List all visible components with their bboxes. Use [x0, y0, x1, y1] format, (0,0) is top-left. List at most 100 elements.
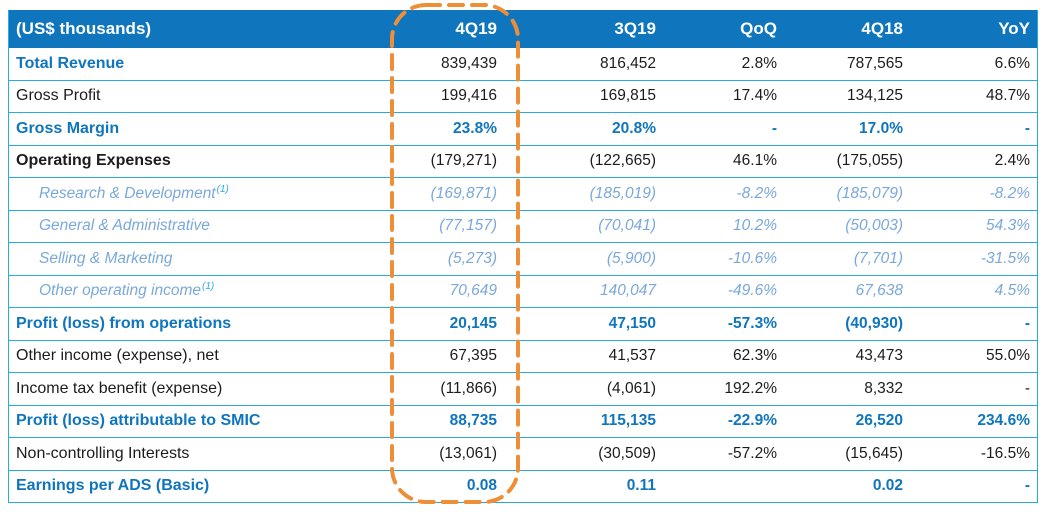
cell-4q18: 134,125 [846, 87, 903, 105]
table-row: Earnings per ADS (Basic) 0.08 0.11 0.02 - [9, 471, 1037, 503]
cell-qoq: 46.1% [733, 152, 777, 170]
cell-4q18: 67,638 [855, 282, 903, 300]
cell-3q19: 140,047 [599, 282, 656, 300]
row-label-text: Income tax benefit (expense) [16, 379, 223, 397]
cell-3q19: (185,019) [589, 184, 656, 202]
cell-4q19: (179,271) [430, 152, 497, 170]
cell-4q18: 8,332 [864, 379, 903, 397]
footnote-marker: (1) [216, 183, 229, 195]
header-col-4q19: 4Q19 [455, 19, 497, 38]
header-col-qoq: QoQ [740, 19, 777, 38]
row-label-text: Research & Development [39, 184, 216, 202]
cell-3q19: 169,815 [599, 87, 656, 105]
cell-4q19: (77,157) [439, 217, 497, 235]
row-label-text: Earnings per ADS (Basic) [16, 477, 210, 495]
cell-3q19: 816,452 [599, 54, 656, 72]
cell-yoy: - [1024, 314, 1030, 332]
header-col-yoy: YoY [998, 19, 1030, 38]
row-label-text: Total Revenue [16, 54, 125, 72]
row-label: Profit (loss) attributable to SMIC [9, 412, 385, 430]
table-row: Non-controlling Interests (13,061) (30,509… [9, 438, 1037, 471]
cell-4q18: (7,701) [853, 249, 903, 267]
cell-qoq: 17.4% [733, 87, 777, 105]
cell-3q19: 41,537 [608, 347, 656, 365]
row-label: Gross Margin [9, 120, 385, 138]
cell-qoq: 62.3% [733, 347, 777, 365]
cell-4q18: 43,473 [855, 347, 903, 365]
cell-4q19: 199,416 [440, 87, 497, 105]
cell-qoq: 192.2% [724, 379, 777, 397]
row-label-text: Selling & Marketing [39, 249, 173, 267]
row-label-text: Operating Expenses [16, 152, 171, 170]
cell-4q18: (175,055) [836, 152, 903, 170]
row-label-text: Profit (loss) from operations [16, 314, 232, 332]
cell-4q19: 67,395 [449, 347, 497, 365]
row-label-text: Other income (expense), net [16, 347, 219, 365]
row-label: Total Revenue [9, 55, 385, 73]
row-label-text: Other operating income [39, 282, 201, 300]
header-col-3q19: 3Q19 [614, 19, 656, 38]
cell-yoy: 4.5% [994, 282, 1030, 300]
header-col-4q18: 4Q18 [861, 19, 903, 38]
cell-yoy: 48.7% [986, 87, 1030, 105]
row-label: Other operating income(1) [9, 282, 385, 300]
cell-4q19: (11,866) [440, 379, 497, 397]
table-row: Income tax benefit (expense) (11,866) (4,0… [9, 373, 1037, 406]
table-row: Gross Profit 199,416 169,815 17.4% 134,125 48… [9, 81, 1037, 113]
cell-3q19: (70,041) [598, 217, 656, 235]
row-label: Non-controlling Interests [9, 445, 385, 463]
table-row: Other income (expense), net 67,395 41,537 6… [9, 341, 1037, 373]
cell-3q19: 47,150 [608, 314, 656, 332]
cell-qoq: -22.9% [727, 412, 777, 430]
cell-yoy: - [1024, 119, 1030, 137]
cell-4q19: (5,273) [447, 249, 497, 267]
cell-qoq: -57.3% [727, 314, 777, 332]
table-row: Research & Development(1) (169,871) (185,0… [9, 178, 1037, 211]
cell-3q19: 20.8% [612, 119, 656, 137]
footnote-marker: (1) [201, 281, 215, 293]
cell-4q19: 0.08 [466, 477, 497, 495]
table-row: Gross Margin 23.8% 20.8% - 17.0% - [9, 113, 1037, 146]
table-row: Profit (loss) attributable to SMIC 88,735… [9, 406, 1037, 438]
cell-yoy: -31.5% [980, 249, 1030, 267]
cell-4q19: 23.8% [453, 119, 497, 137]
cell-qoq: 10.2% [733, 217, 777, 235]
row-label: Earnings per ADS (Basic) [9, 477, 385, 495]
row-label: Income tax benefit (expense) [9, 380, 385, 398]
cell-3q19: 115,135 [600, 412, 656, 430]
table-header-row: (US$ thousands) 4Q19 3Q19 QoQ 4Q18 YoY [9, 10, 1037, 48]
row-label: Profit (loss) from operations [9, 315, 385, 333]
row-label: Other income (expense), net [9, 347, 385, 365]
income-statement-table: (US$ thousands) 4Q19 3Q19 QoQ 4Q18 YoY T… [8, 10, 1038, 503]
cell-yoy: 2.4% [994, 152, 1030, 170]
cell-4q18: 17.0% [859, 119, 903, 137]
cell-4q18: (40,930) [845, 314, 903, 332]
header-unit-label: (US$ thousands) [16, 19, 152, 38]
table-row: Operating Expenses (179,271) (122,665) 46.1… [9, 146, 1037, 178]
cell-3q19: (4,061) [606, 379, 656, 397]
row-label-text: Gross Margin [16, 119, 120, 137]
row-label: Operating Expenses [9, 152, 385, 170]
cell-4q19: (169,871) [430, 184, 497, 202]
table-row: Total Revenue 839,439 816,452 2.8% 787,565 6.… [9, 48, 1037, 81]
cell-4q19: 20,145 [449, 314, 497, 332]
cell-4q18: (185,079) [836, 184, 903, 202]
cell-qoq: -49.6% [727, 282, 777, 300]
row-label-text: Profit (loss) attributable to SMIC [16, 412, 261, 430]
cell-yoy: 54.3% [986, 217, 1030, 235]
cell-3q19: 0.11 [626, 477, 656, 495]
cell-4q18: 787,565 [846, 54, 903, 72]
table-row: Profit (loss) from operations 20,145 47,15… [9, 308, 1037, 341]
cell-3q19: (30,509) [598, 444, 656, 462]
row-label: General & Administrative [9, 217, 385, 235]
cell-qoq: -57.2% [727, 444, 777, 462]
row-label-text: Non-controlling Interests [16, 444, 190, 462]
cell-yoy: 6.6% [994, 54, 1030, 72]
cell-4q19: 70,649 [449, 282, 497, 300]
cell-4q18: 0.02 [872, 477, 903, 495]
cell-qoq: -10.6% [727, 249, 777, 267]
table-body: Total Revenue 839,439 816,452 2.8% 787,565 6.… [9, 48, 1037, 503]
table-row: Selling & Marketing (5,273) (5,900) -10.6% (… [9, 243, 1037, 276]
cell-4q19: (13,061) [439, 444, 497, 462]
